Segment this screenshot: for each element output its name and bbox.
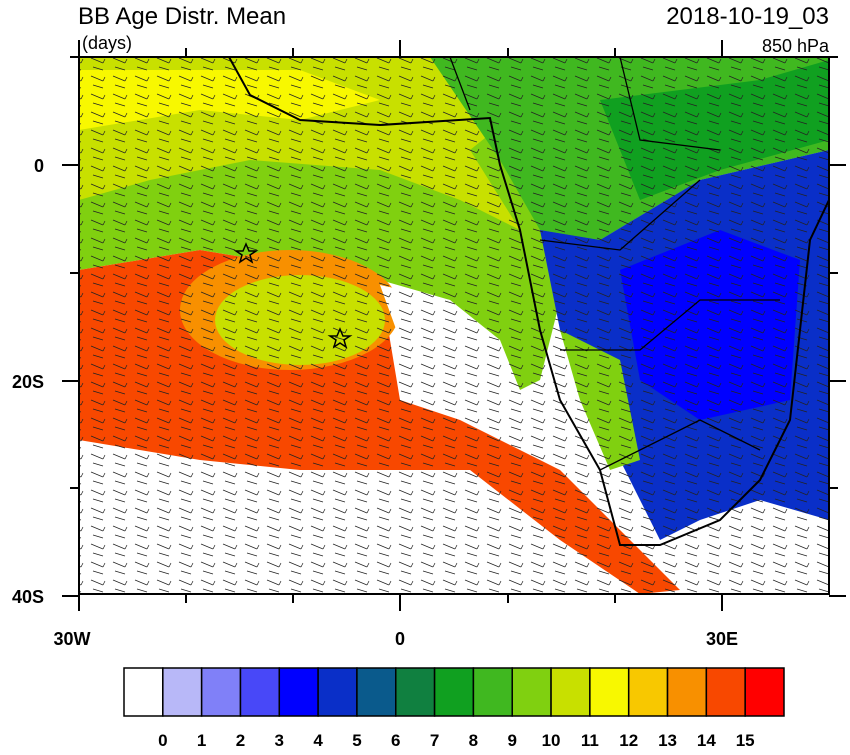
colorbar-label: 13 xyxy=(658,731,677,750)
colorbar-box xyxy=(317,667,358,717)
colorbar-label: 6 xyxy=(391,731,400,750)
colorbar-label: 3 xyxy=(275,731,284,750)
colorbar-box xyxy=(123,667,164,717)
lon-label: 30E xyxy=(706,629,738,649)
lon-label: 30W xyxy=(53,629,90,649)
colorbar-label: 4 xyxy=(313,731,323,750)
colorbar: 0 1 2 3 4 5 6 7 8 9 10 11 12 13 14 15 xyxy=(123,667,785,750)
colorbar-label: 15 xyxy=(736,731,755,750)
colorbar-label: 14 xyxy=(697,731,716,750)
colorbar-label: 9 xyxy=(508,731,517,750)
colorbar-box xyxy=(278,667,319,717)
map-field xyxy=(79,57,829,594)
colorbar-label: 11 xyxy=(581,731,599,750)
lat-label: 40S xyxy=(12,587,44,607)
colorbar-label: 12 xyxy=(619,731,638,750)
colorbar-label: 0 xyxy=(158,731,167,750)
colorbar-label: 8 xyxy=(469,731,478,750)
lat-label: 0 xyxy=(34,156,44,176)
axis-ticks xyxy=(62,40,846,611)
colorbar-box xyxy=(356,667,397,717)
units: (days) xyxy=(82,33,132,53)
colorbar-box xyxy=(744,667,785,717)
colorbar-box xyxy=(239,667,281,717)
colorbar-box xyxy=(162,667,203,717)
colorbar-box xyxy=(395,667,436,717)
colorbar-label: 5 xyxy=(352,731,361,750)
colorbar-label: 1 xyxy=(197,731,206,750)
colorbar-box xyxy=(589,667,630,717)
colorbar-label: 2 xyxy=(236,731,245,750)
colorbar-box xyxy=(666,667,708,717)
lon-label: 0 xyxy=(395,629,405,649)
colorbar-box xyxy=(550,667,591,717)
colorbar-label: 7 xyxy=(430,731,439,750)
colorbar-box xyxy=(200,667,242,717)
time: 2018-10-19_03 xyxy=(666,3,829,30)
colorbar-box xyxy=(627,667,669,717)
lat-label: 20S xyxy=(12,372,44,392)
colorbar-box xyxy=(511,667,552,717)
plot-frame xyxy=(78,56,830,595)
level: 850 hPa xyxy=(762,36,830,56)
colorbar-label: 10 xyxy=(542,731,561,750)
colorbar-box xyxy=(472,667,513,717)
colorbar-box xyxy=(705,667,746,717)
title: BB Age Distr. Mean xyxy=(78,3,286,30)
colorbar-box xyxy=(433,667,475,717)
